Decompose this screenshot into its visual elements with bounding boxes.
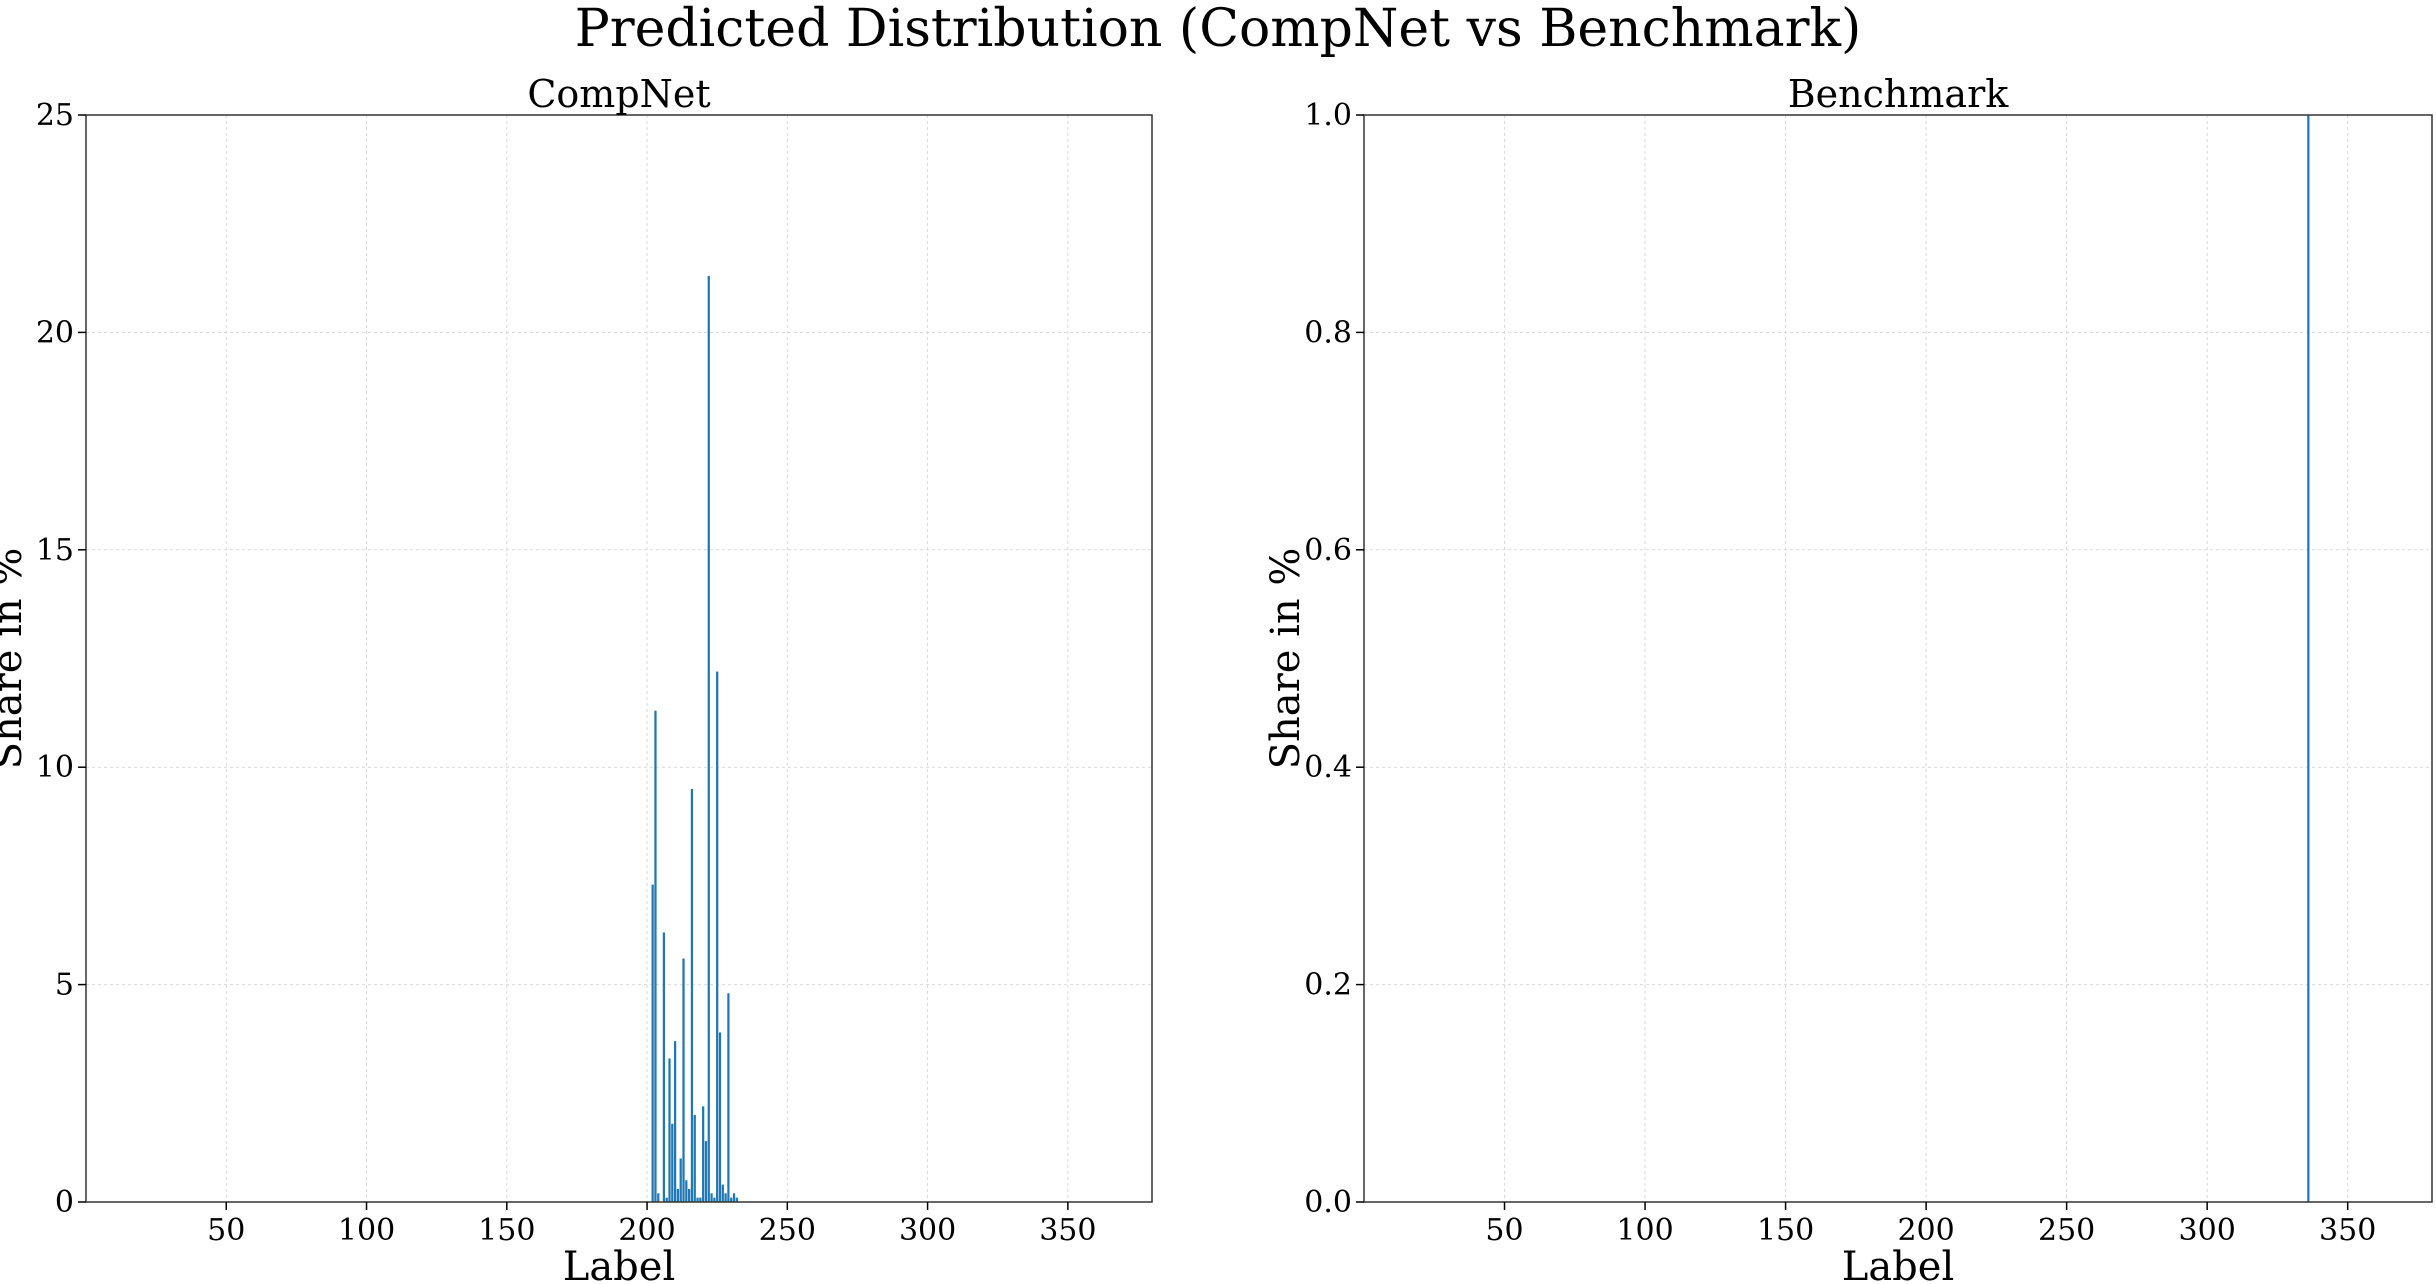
benchmark-x-tick-label: 300 — [2179, 1213, 2236, 1248]
compnet-bar — [693, 1115, 696, 1202]
compnet-x-axis-label: Label — [563, 1244, 675, 1284]
compnet-bar — [713, 1197, 716, 1202]
compnet-bar — [696, 1197, 699, 1202]
benchmark-y-tick-label: 0.0 — [1304, 1185, 1352, 1220]
benchmark-x-tick-label: 100 — [1616, 1213, 1673, 1248]
benchmark-axes-frame — [1363, 114, 2433, 1203]
benchmark-bar — [2307, 115, 2310, 1202]
compnet-bar — [690, 788, 694, 1202]
benchmark-panel: 50 100 150 200 250 300 350 0.0 0.2 0.4 0.6 0.8 1.0 Be… — [1263, 72, 2433, 1284]
compnet-y-tick-label: 10 — [36, 750, 74, 785]
compnet-bar — [699, 1197, 702, 1202]
benchmark-y-tick-label: 1.0 — [1304, 98, 1352, 133]
compnet-bar — [651, 884, 654, 1202]
compnet-bar — [702, 1106, 705, 1202]
benchmark-y-tick-label: 0.2 — [1304, 968, 1352, 1003]
figure-title: Predicted Distribution (CompNet vs Bench… — [574, 0, 1862, 59]
benchmark-x-tick-label: 50 — [1485, 1213, 1523, 1248]
compnet-x-tick-label: 200 — [618, 1213, 675, 1248]
compnet-y-tick-label: 15 — [36, 533, 74, 568]
compnet-y-tick-label: 5 — [55, 968, 74, 1003]
compnet-bar — [716, 671, 719, 1202]
compnet-bar — [654, 710, 657, 1202]
compnet-bar — [707, 275, 710, 1203]
compnet-axes-frame — [85, 114, 1153, 1203]
compnet-x-tick-label: 350 — [1039, 1213, 1096, 1248]
benchmark-x-tick-label: 200 — [1897, 1213, 1954, 1248]
benchmark-x-axis-label: Label — [1842, 1244, 1954, 1284]
compnet-bar — [724, 1193, 727, 1202]
benchmark-y-tick-label: 0.6 — [1304, 533, 1352, 568]
compnet-bar — [688, 1188, 691, 1202]
benchmark-title: Benchmark — [1788, 72, 2009, 116]
compnet-x-tick-label: 50 — [207, 1213, 245, 1248]
compnet-y-tick-label: 0 — [55, 1185, 74, 1220]
compnet-bar — [735, 1197, 738, 1202]
benchmark-y-tick-label: 0.8 — [1304, 315, 1352, 350]
compnet-bar — [685, 1180, 688, 1202]
benchmark-y-tick-label: 0.4 — [1304, 750, 1352, 785]
compnet-x-tick-label: 100 — [338, 1213, 395, 1248]
compnet-title: CompNet — [527, 72, 710, 116]
compnet-bar — [679, 1158, 682, 1202]
compnet-bar — [665, 1197, 668, 1202]
benchmark-x-tick-label: 250 — [2038, 1213, 2095, 1248]
compnet-bar — [732, 1193, 736, 1202]
benchmark-y-axis-label: Share in % — [1263, 548, 1309, 770]
compnet-bar — [671, 1123, 674, 1202]
compnet-x-tick-label: 150 — [478, 1213, 535, 1248]
compnet-bar — [657, 1193, 660, 1202]
compnet-bar — [682, 958, 685, 1202]
compnet-bar — [668, 1058, 671, 1202]
compnet-panel: 50 100 150 200 250 300 350 0 5 10 15 20 25 CompNet Lab… — [0, 72, 1153, 1284]
compnet-bar — [676, 1188, 680, 1202]
compnet-bar — [718, 1032, 722, 1202]
compnet-y-axis-label: Share in % — [0, 548, 31, 770]
compnet-bar — [662, 932, 666, 1202]
benchmark-x-tick-label: 150 — [1757, 1213, 1814, 1248]
benchmark-x-tick-label: 350 — [2319, 1213, 2376, 1248]
compnet-x-tick-label: 250 — [759, 1213, 816, 1248]
compnet-bar — [721, 1184, 724, 1202]
compnet-x-tick-label: 300 — [899, 1213, 956, 1248]
compnet-bar — [730, 1197, 733, 1202]
compnet-y-tick-label: 25 — [36, 98, 74, 133]
compnet-y-tick-label: 20 — [36, 315, 74, 350]
compnet-bar — [673, 1041, 677, 1202]
compnet-bar — [727, 993, 730, 1202]
compnet-bar — [710, 1193, 713, 1202]
compnet-bar — [704, 1141, 708, 1202]
